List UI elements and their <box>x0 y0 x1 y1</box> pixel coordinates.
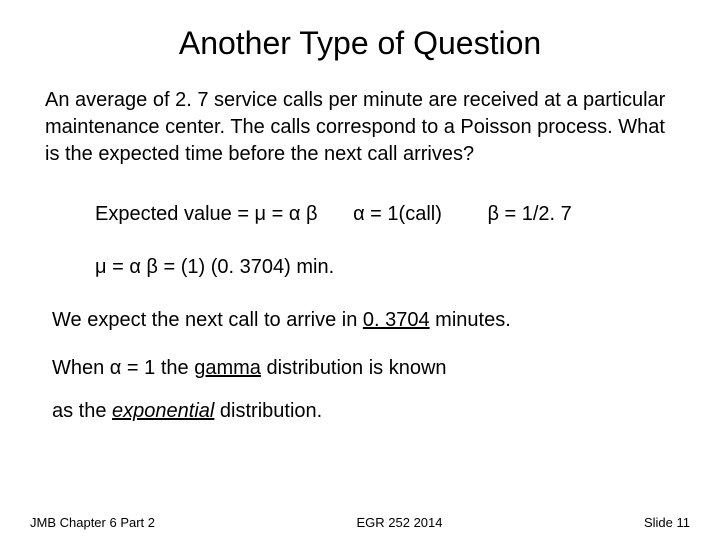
expected-value-formula: Expected value = μ = α β <box>95 203 318 226</box>
conclusion-value: 0. 3704 <box>363 309 430 331</box>
exponential-word: exponential <box>112 400 214 422</box>
gamma-word: gamma <box>194 357 261 379</box>
slide-title: Another Type of Question <box>40 25 680 62</box>
conclusion-pre: We expect the next call to arrive in <box>52 309 363 331</box>
expo-pre: as the <box>52 400 112 422</box>
problem-statement: An average of 2. 7 service calls per min… <box>40 87 680 168</box>
alpha-formula: α = 1(call) <box>353 203 442 226</box>
calculation-line: μ = α β = (1) (0. 3704) min. <box>40 256 680 279</box>
footer-left: JMB Chapter 6 Part 2 <box>30 515 155 530</box>
conclusion-line: We expect the next call to arrive in 0. … <box>40 309 680 332</box>
footer: JMB Chapter 6 Part 2 EGR 252 2014 Slide … <box>0 515 720 530</box>
conclusion-post: minutes. <box>430 309 511 331</box>
alpha-note-line: When α = 1 the gamma distribution is kno… <box>40 357 680 380</box>
alpha-post: distribution is known <box>261 357 447 379</box>
footer-center: EGR 252 2014 <box>356 515 442 530</box>
expo-post: distribution. <box>214 400 322 422</box>
formula-row: Expected value = μ = α β α = 1(call) β =… <box>40 203 680 226</box>
alpha-pre: When α = 1 the <box>52 357 194 379</box>
exponential-line: as the exponential distribution. <box>40 400 680 423</box>
footer-right: Slide 11 <box>644 515 690 530</box>
beta-formula: β = 1/2. 7 <box>487 203 571 226</box>
